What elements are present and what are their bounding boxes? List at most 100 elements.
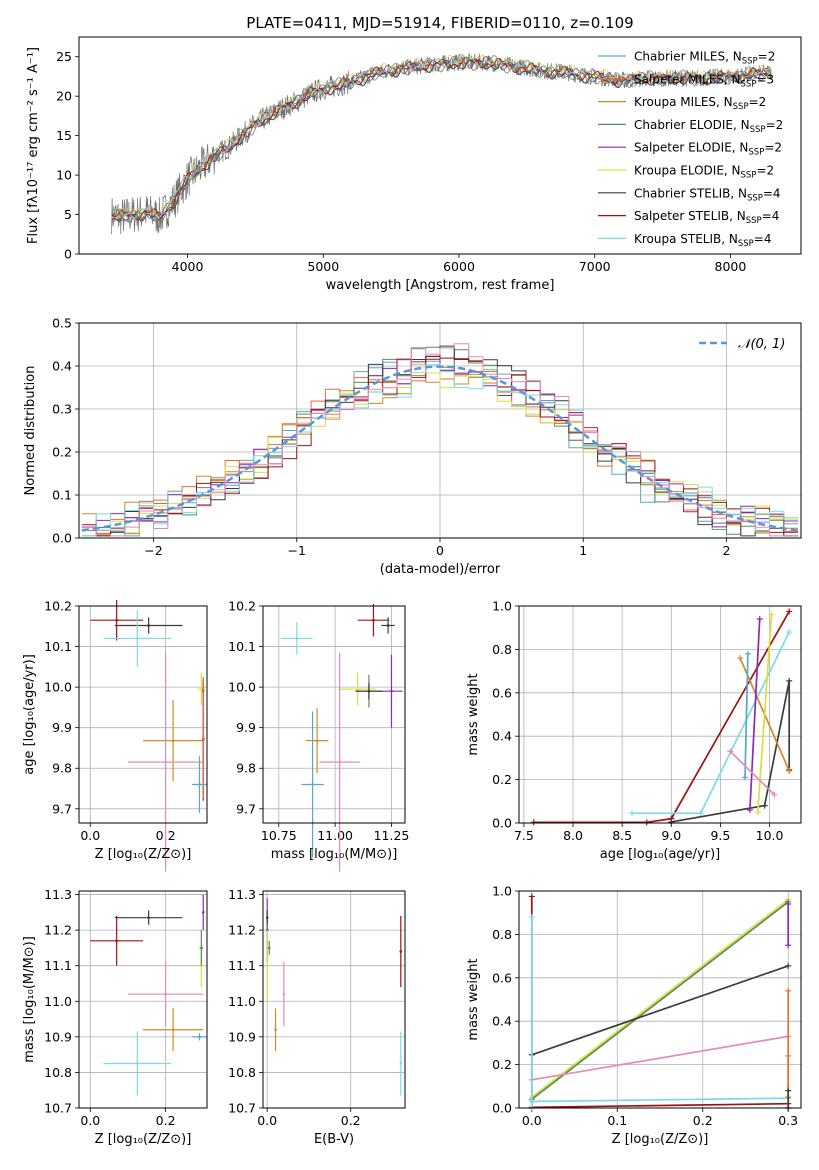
x-tick-label: 11.00 — [317, 828, 353, 843]
data-point-marker — [785, 987, 792, 994]
data-point-marker — [786, 629, 793, 636]
x-tick-label: 0.2 — [156, 1113, 176, 1128]
data-point — [198, 1035, 201, 1039]
x-tick-label: 0.2 — [341, 1113, 361, 1128]
data-point-marker — [786, 767, 793, 774]
x-tick-label: 10.0 — [756, 828, 784, 843]
axes-frame — [78, 890, 208, 1109]
plot-area — [111, 53, 772, 235]
data-point — [171, 1028, 175, 1032]
y-tick-label: 20 — [56, 89, 72, 104]
legend-entry: Kroupa STELIB, NSSP=4 — [634, 232, 772, 249]
axes-frame — [262, 890, 406, 1109]
mass-weight-krou_elodie-line — [531, 899, 789, 1098]
mass-weight-chab_miles-line — [744, 653, 749, 778]
y-axis-label: mass weight — [466, 958, 481, 1040]
axes-frame — [78, 605, 208, 824]
x-tick-label: 0.0 — [522, 1113, 542, 1128]
y-tick-label: 0.4 — [52, 359, 72, 374]
y-tick-label: 0.8 — [492, 642, 512, 657]
y-tick-label: 9.7 — [236, 801, 256, 816]
y-axis-label: age [log₁₀(age/yr)] — [22, 654, 37, 775]
y-tick-label: 9.8 — [236, 761, 256, 776]
legend-entry: Chabrier ELODIE, NSSP=2 — [634, 118, 783, 135]
y-tick-label: 9.9 — [236, 720, 256, 735]
axes-frame — [262, 605, 406, 824]
data-point-marker — [628, 810, 635, 817]
x-tick-label: 0.0 — [257, 1113, 277, 1128]
x-tick-label: 0.0 — [80, 1113, 100, 1128]
normal-distribution-curve — [81, 365, 799, 532]
model-spectrum-krou_stelib-line — [111, 54, 772, 219]
plot-area — [281, 603, 403, 872]
y-tick-label: 11.1 — [228, 958, 256, 973]
data-point-marker — [530, 819, 537, 826]
legend-entry: Salpeter STELIB, NSSP=4 — [634, 209, 779, 226]
data-point — [399, 950, 403, 953]
x-axis-label: (data-model)/error — [380, 562, 501, 577]
x-tick-label: 0.0 — [80, 828, 100, 843]
y-tick-label: 0 — [64, 247, 72, 262]
data-point — [115, 939, 118, 943]
y-tick-label: 10.2 — [44, 599, 72, 614]
mass-vs-metallicity-panel: 0.0 0.2 10.7 10.8 10.9 11.0 11.1 11.2 11.3 Z [log… — [22, 887, 208, 1147]
y-tick-label: 11.3 — [44, 887, 72, 902]
spectrum-panel: 4000 5000 6000 7000 8000 0 5 10 15 20 25 wavelength… — [26, 36, 802, 293]
data-point — [136, 637, 139, 640]
x-tick-label: 0.3 — [778, 1113, 798, 1128]
x-tick-label: 9.5 — [710, 828, 730, 843]
mass-weight-salp_stelib-line — [531, 1102, 789, 1109]
data-point-marker — [727, 748, 734, 755]
data-point-marker — [697, 810, 704, 817]
x-tick-label: 1 — [579, 543, 587, 558]
y-axis-label: mass weight — [466, 673, 481, 755]
y-tick-label: 11.2 — [44, 923, 72, 938]
y-tick-label: 0.2 — [492, 1057, 512, 1072]
data-point — [367, 689, 371, 693]
y-tick-label: 15 — [56, 128, 72, 143]
y-tick-label: 10.2 — [228, 599, 256, 614]
y-tick-label: 0.4 — [492, 1014, 512, 1029]
x-axis-label: mass [log₁₀(M/M⊙)] — [271, 847, 398, 862]
y-tick-label: 0.8 — [492, 927, 512, 942]
data-point — [265, 964, 269, 968]
data-point-marker — [643, 819, 650, 826]
mass-weight-krou_stelib-line — [531, 1097, 789, 1103]
model-spectrum-salp_stelib-line — [111, 56, 772, 221]
data-point — [338, 760, 341, 764]
y-tick-label: 10.7 — [44, 1101, 72, 1116]
data-point — [136, 1062, 139, 1065]
y-tick-label: 11.1 — [44, 958, 72, 973]
data-point-marker — [785, 1087, 792, 1094]
y-tick-label: 10.1 — [228, 639, 256, 654]
legend-entry: Chabrier MILES, NSSP=2 — [634, 50, 775, 67]
y-tick-label: 10.0 — [228, 680, 256, 695]
data-point — [315, 739, 319, 742]
y-tick-label: 10.8 — [228, 1065, 256, 1080]
y-axis-label: mass [log₁₀(M/M⊙)] — [22, 936, 37, 1063]
data-point — [265, 916, 269, 919]
data-point-marker — [668, 818, 675, 825]
age-vs-metallicity-panel: 0.0 0.29.79.89.910.010.110.2Z [log₁₀(Z/Z⊙… — [22, 599, 208, 872]
y-tick-label: 11.0 — [44, 994, 72, 1009]
x-tick-label: 4000 — [172, 259, 204, 274]
y-tick-label: 0.3 — [52, 402, 72, 417]
y-tick-label: 11.2 — [228, 923, 256, 938]
mass-weight-pink-line — [531, 1035, 789, 1081]
x-tick-label: 2 — [723, 543, 731, 558]
mass-weight-chab_elodie-line — [531, 901, 789, 1100]
y-tick-label: 0.6 — [492, 685, 512, 700]
y-tick-label: 1.0 — [492, 599, 512, 614]
y-tick-label: 10 — [56, 168, 72, 183]
residual-histogram-panel: −2 −1 0 1 2 0.0 0.1 0.2 0.3 0.4 0.5 (data-model)/er… — [23, 316, 802, 577]
x-tick-label: 7.5 — [514, 828, 534, 843]
y-tick-label: 1.0 — [492, 884, 512, 899]
y-tick-label: 11.3 — [228, 887, 256, 902]
figure-title: PLATE=0411, MJD=51914, FIBERID=0110, z=0… — [246, 14, 633, 32]
plot-area — [90, 894, 207, 1096]
y-tick-label: 10.9 — [228, 1029, 256, 1044]
data-point-marker — [786, 608, 793, 615]
data-point-marker — [785, 901, 792, 908]
x-axis-label: Z [log₁₀(Z/Z⊙)] — [95, 1132, 192, 1147]
